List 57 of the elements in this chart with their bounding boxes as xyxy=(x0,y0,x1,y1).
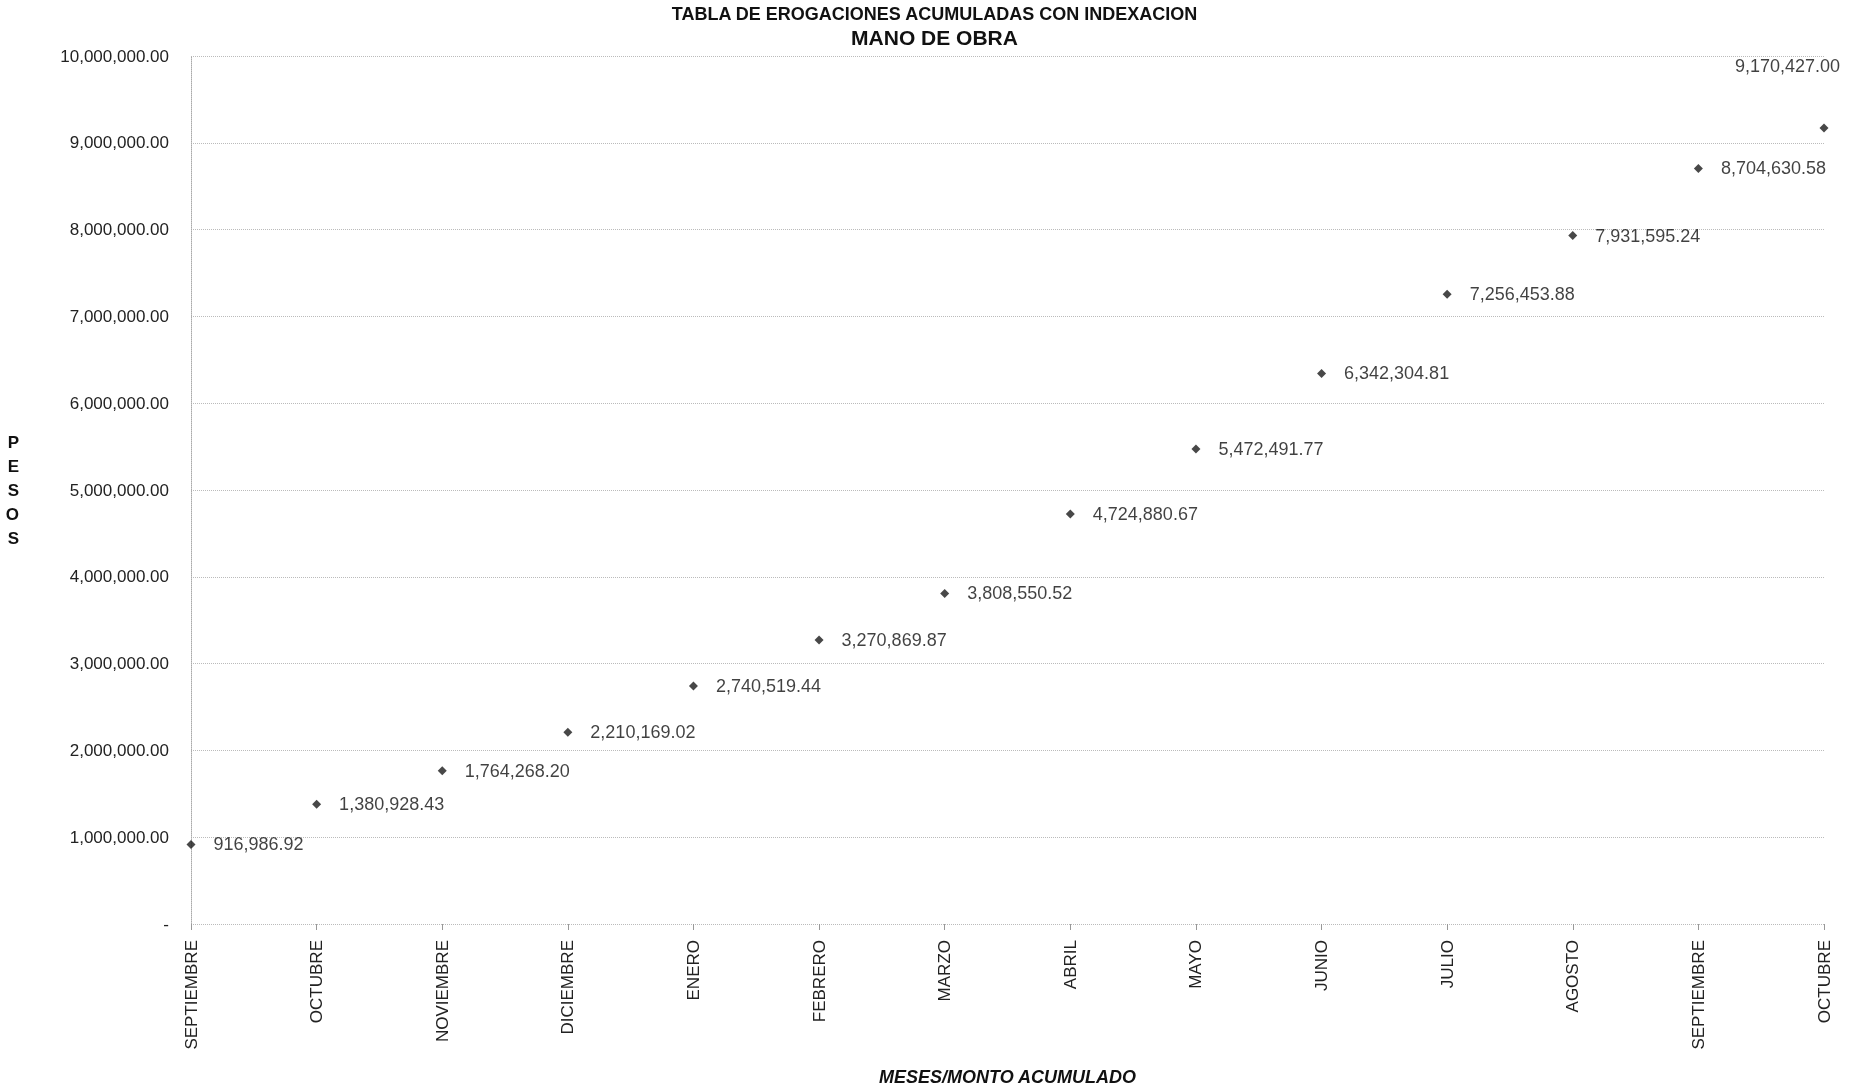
data-label: 8,704,630.58 xyxy=(1720,158,1826,179)
point xyxy=(688,681,698,691)
y-tick-label: 6,000,000.00 xyxy=(69,393,169,413)
y-tick-label: 7,000,000.00 xyxy=(69,306,169,326)
point xyxy=(1693,163,1703,173)
data-label: 7,256,453.88 xyxy=(1469,284,1575,305)
point xyxy=(940,588,950,598)
x-tick-label: FEBRERO xyxy=(809,940,829,1023)
data-label: 4,724,880.67 xyxy=(1092,503,1198,524)
data-label: 5,472,491.77 xyxy=(1218,438,1324,459)
point xyxy=(814,635,824,645)
point xyxy=(563,727,573,737)
y-tick-label: 3,000,000.00 xyxy=(69,654,169,674)
y-tick-label: 8,000,000.00 xyxy=(69,220,169,240)
data-label: 2,740,519.44 xyxy=(715,676,822,697)
x-tick-label: MARZO xyxy=(935,940,955,1002)
data-label: 7,931,595.24 xyxy=(1595,225,1701,246)
y-tick-label: 1,000,000.00 xyxy=(69,827,169,847)
x-axis-title: MESES/MONTO ACUMULADO xyxy=(878,1067,1137,1087)
y-tick-label: 4,000,000.00 xyxy=(69,567,169,587)
x-tick-label: AGOSTO xyxy=(1563,940,1583,1013)
x-tick-label: SEPTIEMBRE xyxy=(181,940,201,1050)
x-tick-label: MAYO xyxy=(1186,940,1206,989)
x-tick-label: SEPTIEMBRE xyxy=(1688,940,1708,1050)
point xyxy=(186,839,196,849)
x-tick-label: ENERO xyxy=(683,940,703,1001)
x-tick-label: OCTUBRE xyxy=(1814,940,1834,1024)
point xyxy=(1065,509,1075,519)
y-axis-title: PESOS xyxy=(5,432,19,548)
point xyxy=(1442,289,1452,299)
y-tick-label: 5,000,000.00 xyxy=(69,480,169,500)
point xyxy=(1317,368,1327,378)
data-label: 916,986.92 xyxy=(213,834,304,855)
chart-subtitle: MANO DE OBRA xyxy=(851,26,1018,49)
data-label: 9,170,427.00 xyxy=(1734,55,1840,76)
x-tick-label: OCTUBRE xyxy=(307,940,327,1024)
point xyxy=(1191,444,1201,454)
x-tick-label: ABRIL xyxy=(1060,940,1080,990)
x-tick-label: JUNIO xyxy=(1312,940,1332,991)
x-tick-label: DICIEMBRE xyxy=(558,940,578,1035)
point xyxy=(437,766,447,776)
y-tick-label: 9,000,000.00 xyxy=(69,133,169,153)
y-tick-label: 2,000,000.00 xyxy=(69,740,169,760)
data-label: 3,270,869.87 xyxy=(841,630,947,651)
x-tick-label: NOVIEMBRE xyxy=(432,940,452,1043)
y-tick-label: 10,000,000.00 xyxy=(60,46,169,66)
chart-title: TABLA DE EROGACIONES ACUMULADAS CON INDEXACION xyxy=(671,4,1198,24)
data-label: 2,210,169.02 xyxy=(590,722,696,743)
data-label: 6,342,304.81 xyxy=(1344,363,1450,384)
y-tick-label: - xyxy=(163,914,169,934)
data-label: 1,380,928.43 xyxy=(339,794,445,815)
x-tick-label: JULIO xyxy=(1437,940,1457,989)
point xyxy=(1568,231,1578,241)
data-label: 3,808,550.52 xyxy=(967,583,1073,604)
point xyxy=(1819,123,1829,133)
data-label: 1,764,268.20 xyxy=(464,760,570,781)
point xyxy=(312,799,322,809)
